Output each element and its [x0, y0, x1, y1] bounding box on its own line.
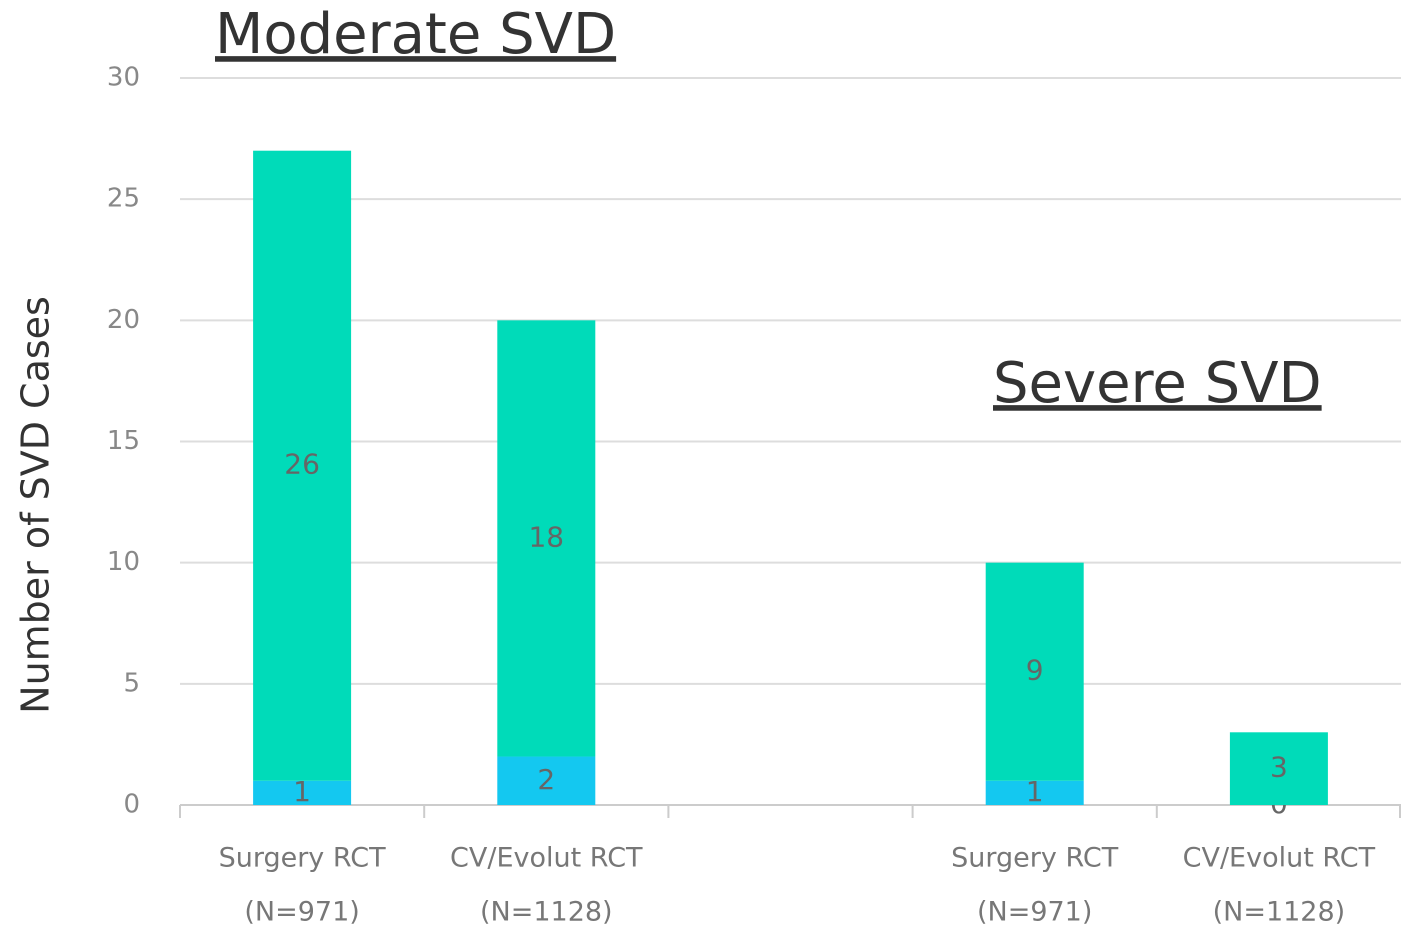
y-tick-label: 0 [123, 790, 140, 820]
x-tick-label: CV/Evolut RCT [450, 843, 643, 874]
y-tick-label: 10 [107, 547, 140, 577]
data-label: 18 [528, 520, 564, 553]
y-tick-label: 5 [123, 668, 140, 698]
y-axis-label: Number of SVD Cases [14, 296, 58, 714]
x-tick-label: (N=1128) [1213, 897, 1346, 928]
y-tick-label: 30 [107, 63, 140, 93]
y-tick-label: 20 [107, 305, 140, 335]
x-tick-label: Surgery RCT [219, 843, 387, 874]
x-tick-label: (N=1128) [480, 897, 613, 928]
bar-segment [497, 756, 596, 805]
x-tick-label: (N=971) [977, 897, 1092, 928]
data-label: 1 [1026, 775, 1044, 808]
bar-segment [497, 320, 596, 757]
x-tick-label: (N=971) [244, 897, 359, 928]
bar-segment [985, 780, 1084, 805]
x-tick-label: CV/Evolut RCT [1183, 843, 1376, 874]
x-tick-label: Surgery RCT [951, 843, 1119, 874]
annotation: Moderate SVD [215, 2, 616, 67]
bar-segment [253, 150, 352, 781]
data-label: 9 [1026, 654, 1044, 687]
bar-segment [1229, 732, 1328, 805]
y-tick-label: 15 [107, 426, 140, 456]
data-label: 2 [537, 763, 555, 796]
bar-segment [253, 780, 352, 805]
bar-segment [985, 562, 1084, 781]
data-label: 3 [1270, 751, 1288, 784]
data-label: 26 [284, 448, 320, 481]
annotation: Severe SVD [993, 351, 1322, 416]
y-tick-label: 25 [107, 184, 140, 214]
data-label: 1 [293, 775, 311, 808]
